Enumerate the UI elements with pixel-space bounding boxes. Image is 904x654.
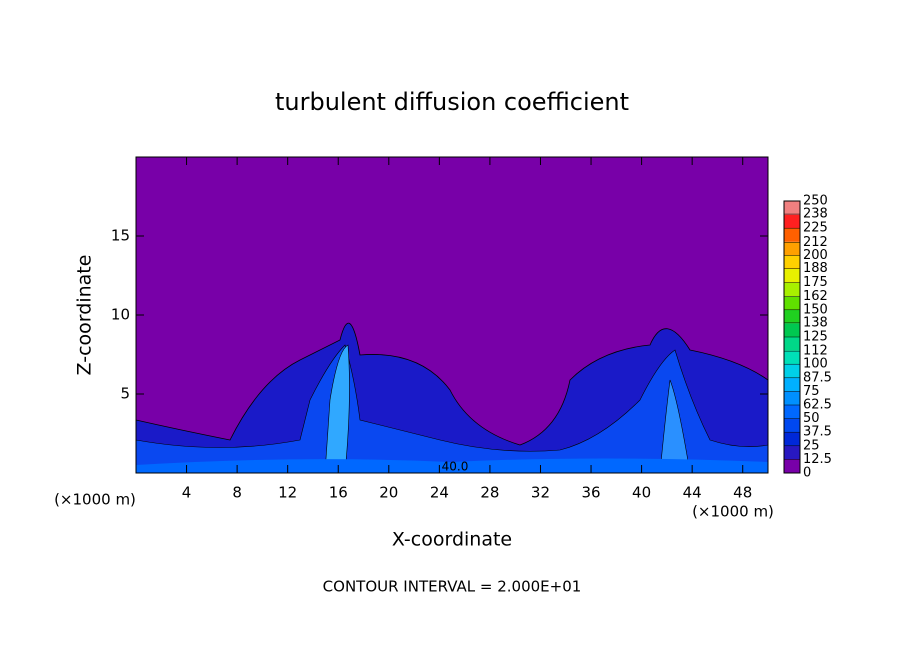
colorbar-tick-label: 12.5 xyxy=(803,452,832,467)
colorbar-tick-label: 200 xyxy=(803,248,828,263)
colorbar-band xyxy=(784,418,800,433)
contour-label: 40.0 xyxy=(442,460,469,474)
colorbar-band xyxy=(784,309,800,324)
colorbar-tick-label: 150 xyxy=(803,302,828,317)
x-tick-label: 8 xyxy=(232,484,242,502)
colorbar-tick-label: 112 xyxy=(803,344,828,359)
colorbar-band xyxy=(784,241,800,256)
x-unit-right: (×1000 m) xyxy=(692,503,774,521)
colorbar-tick-label: 87.5 xyxy=(803,370,832,385)
chart-title: turbulent diffusion coefficient xyxy=(275,88,629,116)
colorbar-band xyxy=(784,323,800,337)
colorbar-tick-label: 62.5 xyxy=(803,398,832,413)
colorbar-band xyxy=(784,391,800,405)
x-tick-label: 4 xyxy=(182,484,192,502)
colorbar-tick-label: 50 xyxy=(803,411,820,426)
x-tick-label: 24 xyxy=(430,484,449,502)
colorbar-tick-label: 212 xyxy=(803,235,828,250)
x-unit-left: (×1000 m) xyxy=(54,491,136,509)
colorbar-band xyxy=(784,459,800,473)
colorbar-band xyxy=(784,269,800,283)
colorbar-tick-label: 225 xyxy=(803,221,828,236)
x-tick-label: 20 xyxy=(379,484,398,502)
x-tick-label: 48 xyxy=(733,484,752,502)
field xyxy=(136,157,768,473)
colorbar-tick-label: 175 xyxy=(803,275,828,290)
colorbar-tick-label: 238 xyxy=(803,207,828,222)
footnote: CONTOUR INTERVAL = 2.000E+01 xyxy=(323,578,582,596)
x-tick-label: 40 xyxy=(632,484,651,502)
x-tick-label: 12 xyxy=(278,484,297,502)
colorbar-band xyxy=(784,228,800,242)
colorbar-band xyxy=(784,296,800,310)
colorbar-tick-label: 162 xyxy=(803,289,828,304)
x-tick-label: 28 xyxy=(480,484,499,502)
colorbar-tick-label: 25 xyxy=(803,438,820,453)
colorbar-band xyxy=(784,201,800,215)
colorbar-band xyxy=(784,432,800,446)
colorbar-tick-label: 0 xyxy=(803,466,811,481)
x-tick-label: 44 xyxy=(683,484,702,502)
colorbar-band xyxy=(784,350,800,365)
colorbar-band xyxy=(784,337,800,351)
y-tick-label: 5 xyxy=(120,385,130,403)
y-tick-label: 15 xyxy=(111,227,130,245)
colorbar-tick-label: 250 xyxy=(803,194,828,209)
colorbar-tick-label: 100 xyxy=(803,357,828,372)
x-tick-label: 36 xyxy=(581,484,600,502)
colorbar-tick-label: 37.5 xyxy=(803,425,832,440)
y-tick-label: 10 xyxy=(111,306,130,324)
colorbar-band xyxy=(784,364,800,378)
x-tick-label: 32 xyxy=(531,484,550,502)
colorbar-tick-label: 138 xyxy=(803,315,828,330)
colorbar-band xyxy=(784,214,800,229)
colorbar-tick-label: 188 xyxy=(803,261,828,276)
y-axis-label: Z-coordinate xyxy=(74,255,96,376)
colorbar-band xyxy=(784,255,800,269)
colorbar-tick-label: 75 xyxy=(803,384,820,399)
x-tick-label: 16 xyxy=(329,484,348,502)
colorbar-band xyxy=(784,405,800,419)
x-axis-label: X-coordinate xyxy=(392,529,512,551)
colorbar-band xyxy=(784,445,800,460)
colorbar-tick-label: 125 xyxy=(803,330,828,345)
colorbar-band xyxy=(784,377,800,392)
colorbar-band xyxy=(784,282,800,297)
